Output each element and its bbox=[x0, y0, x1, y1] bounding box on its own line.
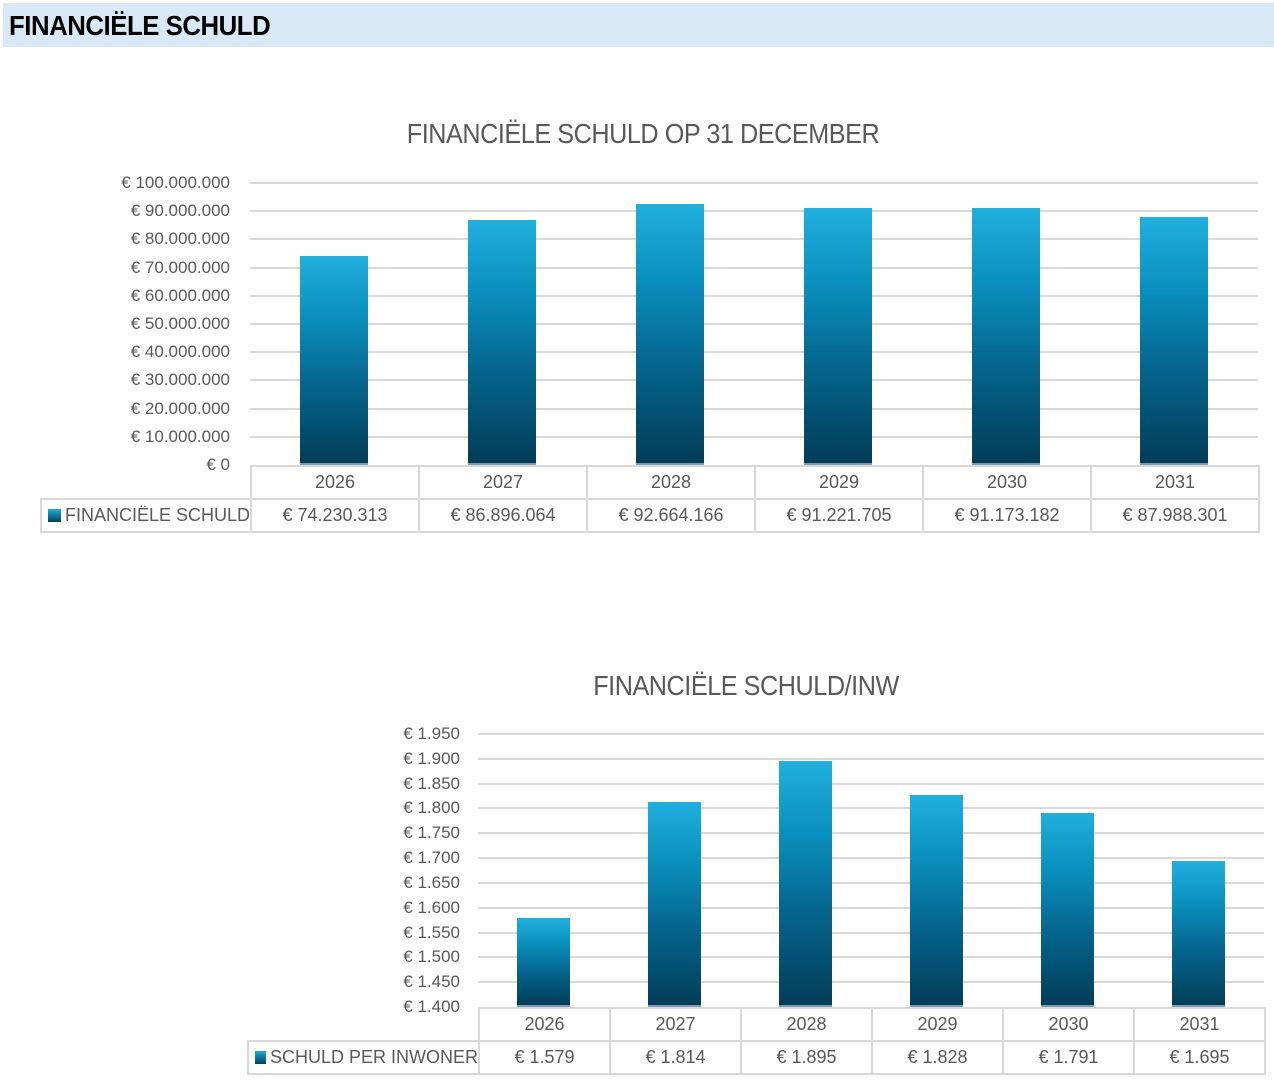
bar-2026[interactable] bbox=[300, 255, 368, 465]
gridline bbox=[478, 857, 1264, 860]
gridline bbox=[478, 733, 1264, 735]
gridline bbox=[478, 782, 1264, 785]
legend-label: SCHULD PER INWONER bbox=[269, 1047, 478, 1067]
table-cell-value: € 91.221.705 bbox=[754, 498, 924, 533]
y-tick-label: € 1.850 bbox=[403, 773, 460, 793]
gridline bbox=[250, 294, 1258, 297]
table-header-year: 2028 bbox=[740, 1007, 873, 1042]
y-tick-label: € 1.950 bbox=[403, 724, 460, 743]
bar-2031[interactable] bbox=[1172, 860, 1225, 1007]
table-header-year: 2031 bbox=[1133, 1007, 1266, 1042]
section-header: FINANCIËLE SCHULD bbox=[3, 3, 1274, 47]
gridline bbox=[478, 832, 1264, 835]
y-tick-label: € 60.000.000 bbox=[130, 285, 230, 305]
bar-2030[interactable] bbox=[972, 207, 1040, 465]
y-tick-label: € 30.000.000 bbox=[130, 370, 230, 390]
table-cell-value: € 1.695 bbox=[1133, 1040, 1266, 1075]
table-cell-value: € 74.230.313 bbox=[250, 498, 420, 533]
bar-2029[interactable] bbox=[910, 794, 963, 1007]
y-tick-label: € 70.000.000 bbox=[130, 257, 230, 277]
y-tick-label: € 10.000.000 bbox=[130, 426, 230, 446]
table-cell-value: € 1.895 bbox=[740, 1040, 873, 1075]
table-cell-value: € 1.791 bbox=[1002, 1040, 1135, 1075]
section-title: FINANCIËLE SCHULD bbox=[9, 10, 271, 41]
legend-swatch-icon bbox=[255, 1051, 266, 1064]
y-tick-label: € 20.000.000 bbox=[130, 398, 230, 418]
y-tick-label: € 90.000.000 bbox=[130, 201, 230, 221]
table-cell-value: € 1.579 bbox=[478, 1040, 611, 1075]
y-tick-label: € 50.000.000 bbox=[130, 314, 230, 333]
gridline bbox=[250, 182, 1258, 184]
bar-2027[interactable] bbox=[648, 801, 701, 1007]
table-cell-value: € 1.828 bbox=[871, 1040, 1004, 1075]
y-tick-label: € 1.650 bbox=[403, 872, 460, 892]
chart-financiele-schuld: FINANCIËLE SCHULD OP 31 DECEMBER € 100.0… bbox=[40, 118, 1260, 533]
y-tick-label: € 40.000.000 bbox=[130, 342, 230, 362]
y-tick-label: € 1.400 bbox=[403, 997, 460, 1016]
legend-cell: FINANCIËLE SCHULD bbox=[40, 498, 252, 533]
y-tick-label: € 1.450 bbox=[403, 972, 460, 992]
gridline bbox=[250, 266, 1258, 269]
bar-2026[interactable] bbox=[517, 918, 570, 1007]
chart-title: FINANCIËLE SCHULD OP 31 DECEMBER bbox=[406, 118, 880, 149]
bar-2028[interactable] bbox=[636, 203, 704, 465]
bar-2030[interactable] bbox=[1041, 812, 1094, 1007]
y-tick-label: € 0 bbox=[206, 455, 230, 474]
gridline bbox=[250, 379, 1258, 382]
bar-2028[interactable] bbox=[779, 761, 832, 1007]
bar-2029[interactable] bbox=[804, 207, 872, 465]
table-cell-value: € 1.814 bbox=[609, 1040, 742, 1075]
gridline bbox=[250, 351, 1258, 354]
gridline bbox=[478, 906, 1264, 909]
y-tick-label: € 1.550 bbox=[403, 922, 460, 942]
table-cell-value: € 91.173.182 bbox=[922, 498, 1092, 533]
gridline bbox=[478, 981, 1264, 984]
gridline bbox=[478, 956, 1264, 959]
y-tick-label: € 1.800 bbox=[403, 798, 460, 818]
legend-cell: SCHULD PER INWONER bbox=[247, 1040, 480, 1075]
table-header-year: 2026 bbox=[478, 1007, 611, 1042]
y-tick-label: € 1.900 bbox=[403, 748, 460, 768]
y-tick-label: € 1.700 bbox=[403, 848, 460, 868]
legend-swatch-icon bbox=[48, 509, 61, 522]
y-tick-label: € 100.000.000 bbox=[121, 173, 230, 192]
gridline bbox=[250, 435, 1258, 438]
gridline bbox=[250, 238, 1258, 241]
table-header-year: 2028 bbox=[586, 465, 756, 500]
table-header-year: 2027 bbox=[609, 1007, 742, 1042]
y-tick-label: € 1.600 bbox=[403, 897, 460, 917]
y-tick-label: € 1.750 bbox=[403, 823, 460, 843]
table-header-year: 2031 bbox=[1090, 465, 1260, 500]
legend-label: FINANCIËLE SCHULD bbox=[64, 505, 250, 525]
table-cell-value: € 86.896.064 bbox=[418, 498, 588, 533]
bar-2027[interactable] bbox=[468, 219, 536, 465]
table-cell-value: € 87.988.301 bbox=[1090, 498, 1260, 533]
table-cell-value: € 92.664.166 bbox=[586, 498, 756, 533]
gridline bbox=[478, 881, 1264, 884]
gridline bbox=[250, 210, 1258, 213]
gridline bbox=[478, 931, 1264, 934]
y-tick-label: € 80.000.000 bbox=[130, 229, 230, 249]
gridline bbox=[250, 407, 1258, 410]
table-header-year: 2029 bbox=[871, 1007, 1004, 1042]
bar-2031[interactable] bbox=[1140, 216, 1208, 465]
table-header-year: 2030 bbox=[1002, 1007, 1135, 1042]
chart-title: FINANCIËLE SCHULD/INW bbox=[593, 670, 899, 701]
gridline bbox=[478, 757, 1264, 760]
gridline bbox=[478, 807, 1264, 810]
y-tick-label: € 1.500 bbox=[403, 947, 460, 967]
gridline bbox=[250, 323, 1258, 325]
